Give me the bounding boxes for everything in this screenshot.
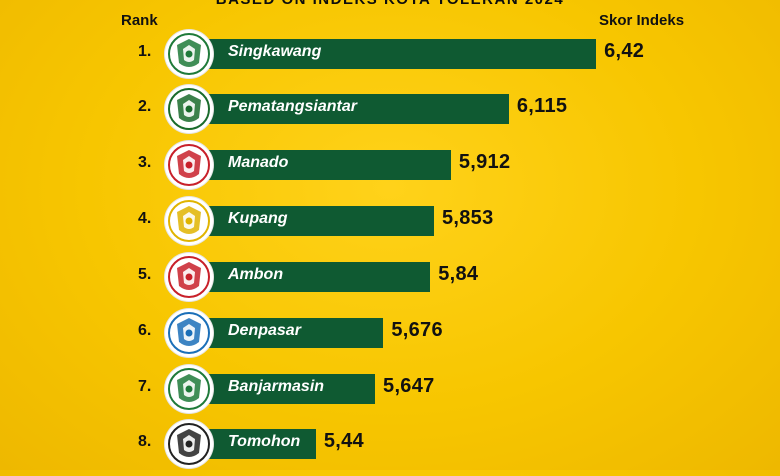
bar-row: 1. Singkawang 6,42 [0, 30, 780, 86]
score-value-label: 5,647 [383, 375, 435, 397]
city-name-label: Manado [228, 154, 289, 171]
score-value-label: 6,115 [516, 95, 568, 117]
bar-row: 6. Denpasar 5,676 [0, 309, 780, 365]
manado-emblem-icon [165, 141, 213, 189]
score-value-label: 5,912 [458, 151, 511, 173]
rank-label: 5. [138, 266, 152, 283]
bar-row: 7. Banjarmasin 5,647 [0, 365, 780, 421]
singkawang-emblem-icon [165, 30, 213, 78]
city-name-label: Denpasar [228, 322, 301, 339]
bar-row: 4. Kupang 5,853 [0, 197, 780, 253]
rank-label: 8. [138, 433, 152, 450]
bar [190, 318, 384, 348]
banjarmasin-emblem-icon [165, 365, 213, 413]
city-name-label: Banjarmasin [228, 378, 325, 395]
city-name-label: Pematangsiantar [228, 98, 357, 115]
city-name-label: Tomohon [228, 433, 301, 450]
rank-column-header: Rank [121, 12, 158, 29]
bar [190, 150, 451, 180]
score-column-header: Skor Indeks [599, 12, 685, 29]
bar [190, 94, 509, 124]
denpasar-emblem-icon [165, 309, 213, 357]
tomohon-emblem-icon [165, 420, 213, 468]
rank-label: 3. [138, 154, 152, 171]
bar [190, 262, 431, 292]
rank-label: 2. [138, 98, 152, 115]
bar [190, 206, 434, 236]
rank-label: 6. [138, 322, 152, 339]
pematangsiantar-emblem-icon [165, 85, 213, 133]
bar-row: 8. Tomohon 5,44 [0, 420, 780, 476]
rank-label: 1. [138, 43, 152, 60]
bar-row: 5. Ambon 5,84 [0, 253, 780, 309]
score-value-label: 5,84 [438, 263, 479, 285]
rank-label: 4. [138, 210, 152, 227]
rank-label: 7. [138, 378, 152, 395]
city-name-label: Singkawang [228, 43, 322, 60]
city-name-label: Kupang [228, 210, 288, 227]
score-value-label: 5,676 [391, 319, 443, 341]
bar-row: 3. Manado 5,912 [0, 141, 780, 197]
score-value-label: 6,42 [604, 40, 645, 62]
ambon-emblem-icon [165, 253, 213, 301]
bar-row: 2. Pematangsiantar 6,115 [0, 85, 780, 141]
score-value-label: 5,44 [323, 430, 364, 452]
chart-title: BASED ON INDEKS KOTA TOLERAN 2024 [0, 0, 780, 8]
kupang-emblem-icon [165, 197, 213, 245]
bar [190, 39, 597, 69]
bar [190, 374, 376, 404]
score-value-label: 5,853 [441, 207, 494, 229]
city-name-label: Ambon [228, 266, 284, 283]
